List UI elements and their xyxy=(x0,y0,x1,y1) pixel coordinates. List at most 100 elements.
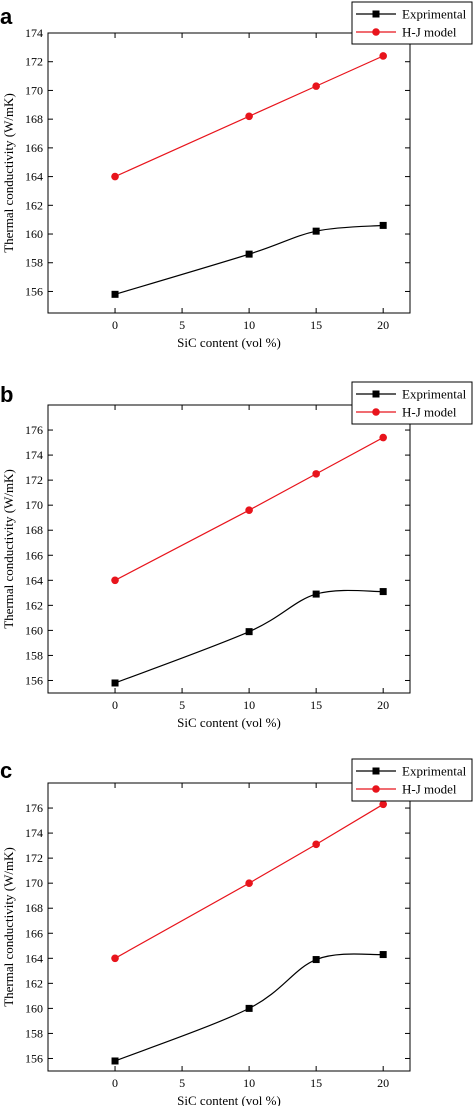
y-tick-label: 176 xyxy=(25,423,43,437)
y-tick-label: 158 xyxy=(25,648,43,662)
x-tick-label: 5 xyxy=(179,1076,185,1090)
series-line-1 xyxy=(114,437,384,581)
legend-marker-circle xyxy=(372,28,380,36)
legend-label-0: Exprimental xyxy=(402,764,467,779)
data-point-square xyxy=(379,588,387,596)
legend-box xyxy=(351,381,473,425)
y-tick-label: 170 xyxy=(25,876,43,890)
plot-frame xyxy=(47,404,411,694)
x-tick-label: 15 xyxy=(310,318,322,332)
legend: Exprimental H-J model xyxy=(351,1,473,45)
chart-panel-b: b 0 5 10 15 20 156 158 160 162 164 166 168 170 172 174 1… xyxy=(0,381,473,730)
y-tick-label: 166 xyxy=(25,548,43,562)
y-tick-label: 172 xyxy=(25,851,43,865)
y-tick-label: 162 xyxy=(25,598,43,612)
y-tick-label: 156 xyxy=(25,673,43,687)
x-tick-label: 5 xyxy=(179,318,185,332)
series-line-1 xyxy=(114,803,384,959)
panel-label-b: b xyxy=(0,382,13,407)
x-tick-label: 0 xyxy=(112,318,118,332)
legend-marker-circle xyxy=(372,408,380,416)
y-tick-label: 176 xyxy=(25,801,43,815)
y-tick-label: 156 xyxy=(25,284,43,298)
data-point-circle xyxy=(111,576,119,585)
panel-label-a: a xyxy=(0,4,13,29)
chart-panel-a: a 0 5 10 15 20 156 158 160 162 164 166 168 170 172 174 S… xyxy=(0,1,473,350)
data-point-circle xyxy=(245,112,253,121)
data-point-square xyxy=(379,951,387,959)
data-point-circle xyxy=(312,470,320,478)
chart-panel-c: c 0 5 10 15 20 156 158 160 162 164 166 168 170 172 174 1… xyxy=(0,758,473,1106)
y-tick-label: 174 xyxy=(25,826,43,840)
x-axis-title: SiC content (vol %) xyxy=(177,715,281,730)
y-tick-label: 170 xyxy=(25,498,43,512)
y-tick-label: 160 xyxy=(25,1001,43,1015)
y-tick-label: 156 xyxy=(25,1051,43,1065)
legend: Exprimental H-J model xyxy=(351,758,473,802)
legend-box xyxy=(351,758,473,802)
data-point-square xyxy=(245,1004,253,1012)
data-point-circle xyxy=(379,433,387,442)
data-point-square xyxy=(312,227,320,235)
x-axis-title: SiC content (vol %) xyxy=(177,1093,281,1106)
data-point-circle xyxy=(379,52,387,60)
legend-label-1: H-J model xyxy=(402,405,457,420)
panel-label-c: c xyxy=(0,758,12,783)
data-point-square xyxy=(111,1057,119,1065)
x-tick-label: 15 xyxy=(310,1076,322,1090)
data-point-square xyxy=(245,250,253,258)
data-point-square xyxy=(312,956,320,964)
data-point-circle xyxy=(111,172,119,181)
x-tick-label: 10 xyxy=(243,698,255,712)
y-tick-label: 158 xyxy=(25,1026,43,1040)
y-tick-label: 162 xyxy=(25,976,43,990)
y-axis-title: Thermal conductivity (W/mK) xyxy=(1,847,16,1007)
y-tick-label: 160 xyxy=(25,623,43,637)
data-point-circle xyxy=(312,840,320,849)
x-tick-label: 10 xyxy=(243,318,255,332)
y-tick-label: 158 xyxy=(25,256,43,270)
x-tick-label: 20 xyxy=(377,698,389,712)
y-tick-label: 166 xyxy=(25,141,43,155)
legend: Exprimental H-J model xyxy=(351,381,473,425)
series-line-0 xyxy=(114,589,384,684)
data-point-circle xyxy=(245,506,253,514)
data-point-square xyxy=(111,290,119,298)
legend-marker-square xyxy=(372,10,380,18)
y-axis-title: Thermal conductivity (W/mK) xyxy=(1,93,16,253)
x-axis-title: SiC content (vol %) xyxy=(177,335,281,350)
plot-frame xyxy=(47,32,411,314)
legend-label-1: H-J model xyxy=(402,782,457,797)
data-point-circle xyxy=(312,82,320,90)
y-tick-label: 170 xyxy=(25,83,43,97)
data-point-square xyxy=(111,679,119,687)
plot-frame xyxy=(47,782,411,1072)
data-point-circle xyxy=(379,800,387,809)
y-tick-label: 164 xyxy=(25,951,43,965)
y-tick-label: 172 xyxy=(25,473,43,487)
y-tick-label: 162 xyxy=(25,198,43,212)
y-tick-label: 164 xyxy=(25,170,43,184)
data-point-square xyxy=(312,590,320,598)
y-tick-label: 168 xyxy=(25,523,43,537)
data-point-square xyxy=(379,221,387,229)
legend-label-0: Exprimental xyxy=(402,387,467,402)
y-tick-label: 174 xyxy=(25,448,43,462)
legend-label-0: Exprimental xyxy=(402,7,467,22)
x-tick-label: 15 xyxy=(310,698,322,712)
data-point-square xyxy=(245,628,253,636)
y-tick-label: 174 xyxy=(25,26,43,40)
x-tick-label: 0 xyxy=(112,698,118,712)
y-tick-label: 168 xyxy=(25,112,43,126)
y-tick-label: 160 xyxy=(25,227,43,241)
x-tick-label: 20 xyxy=(377,1076,389,1090)
y-tick-label: 166 xyxy=(25,926,43,940)
x-tick-label: 10 xyxy=(243,1076,255,1090)
series-line-0 xyxy=(114,224,384,295)
x-tick-label: 0 xyxy=(112,1076,118,1090)
legend-marker-square xyxy=(372,390,380,398)
x-tick-label: 20 xyxy=(377,318,389,332)
x-tick-label: 5 xyxy=(179,698,185,712)
legend-marker-square xyxy=(372,767,380,775)
